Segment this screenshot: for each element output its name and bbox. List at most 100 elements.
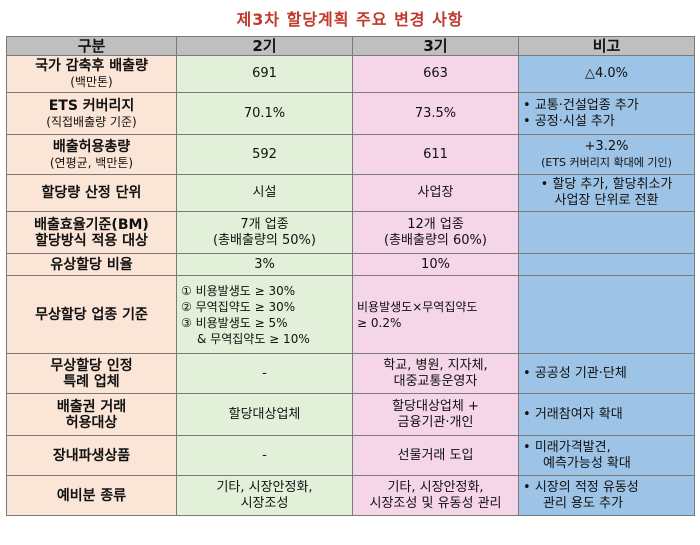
phase3-value: 학교, 병원, 지자체, 대중교통운영자 [352, 353, 519, 394]
category-title: 할당방식 적용 대상 [35, 232, 148, 249]
value-line: 학교, 병원, 지자체, [383, 357, 488, 373]
value-line: ≥ 0.2% [357, 315, 402, 330]
phase2-value: 70.1% [176, 92, 353, 135]
phase2-value: 7개 업종 (총배출량의 50%) [176, 211, 353, 254]
remark-bullet: 공공성 기관·단체 [523, 366, 690, 382]
category-title: 배출권 거래 [56, 398, 127, 415]
header-remarks: 비고 [518, 36, 695, 56]
value-line: (총배출량의 50%) [213, 232, 316, 248]
remark: 시장의 적정 유동성 관리 용도 추가 [518, 475, 695, 516]
remark: 거래참여자 확대 [518, 393, 695, 436]
value-line: 3% [254, 256, 275, 272]
phase2-value: 시설 [176, 174, 353, 212]
value-line: 금융기관·개인 [397, 414, 474, 430]
phase2-value: ① 비용발생도 ≥ 30% ② 무역집약도 ≥ 30% ③ 비용발생도 ≥ 5%… [176, 275, 353, 354]
table-row: 국가 감축후 배출량 (백만톤) 691 663 △4.0% [6, 55, 695, 93]
remark: 할당 추가, 할당취소가 사업장 단위로 전환 [518, 174, 695, 212]
table-row: 예비분 종류 기타, 시장안정화, 시장조성 기타, 시장안정화, 시장조성 및… [6, 475, 695, 516]
phase2-value: - [176, 435, 353, 476]
remark-line: △4.0% [584, 66, 629, 81]
row-category: 예비분 종류 [6, 475, 177, 516]
row-category: ETS 커버리지 (직접배출량 기준) [6, 92, 177, 135]
value-line: 10% [421, 256, 450, 272]
category-title: 할당량 산정 단위 [41, 185, 142, 201]
header-phase3: 3기 [352, 36, 519, 56]
value-line: - [262, 447, 267, 463]
value-line: 73.5% [414, 105, 457, 121]
comparison-table: 구분 2기 3기 비고 국가 감축후 배출량 (백만톤) 691 663 △4.… [6, 36, 695, 516]
category-title: ETS 커버리지 [48, 97, 135, 114]
value-line: 7개 업종 [240, 216, 289, 232]
value-line: ② 무역집약도 ≥ 30% [181, 299, 296, 314]
row-category: 배출허용총량 (연평균, 백만톤) [6, 134, 177, 175]
value-line: 비용발생도×무역집약도 [357, 299, 478, 314]
table-header-row: 구분 2기 3기 비고 [6, 36, 695, 56]
category-title: 예비분 종류 [56, 487, 127, 504]
row-category: 유상할당 비율 [6, 253, 177, 276]
value-line: 시장조성 및 유동성 관리 [369, 495, 502, 511]
remark-bullet: 교통·건설업종 추가 [523, 98, 690, 114]
value-line: 선물거래 도입 [397, 447, 474, 463]
category-title: 허용대상 [65, 414, 118, 431]
remark: 공공성 기관·단체 [518, 353, 695, 394]
phase2-value: 할당대상업체 [176, 393, 353, 436]
remark-bullet: 미래가격발견, [523, 440, 690, 456]
category-title: 특례 업체 [63, 373, 120, 390]
value-line: 592 [252, 146, 277, 162]
row-category: 배출효율기준(BM) 할당방식 적용 대상 [6, 211, 177, 254]
value-line: 할당대상업체 + [392, 398, 479, 414]
phase3-value: 할당대상업체 + 금융기관·개인 [352, 393, 519, 436]
remark [518, 253, 695, 276]
remark: 미래가격발견, 예측가능성 확대 [518, 435, 695, 476]
value-line: - [262, 365, 267, 381]
row-category: 무상할당 인정 특례 업체 [6, 353, 177, 394]
row-category: 배출권 거래 허용대상 [6, 393, 177, 436]
table-row: 배출허용총량 (연평균, 백만톤) 592 611 +3.2% (ETS 커버리… [6, 134, 695, 175]
value-line: 시장조성 [240, 495, 289, 511]
phase3-value: 비용발생도×무역집약도 ≥ 0.2% [352, 275, 519, 354]
category-title: 무상할당 업종 기준 [35, 306, 148, 323]
value-line: 663 [423, 66, 448, 81]
value-line: 기타, 시장안정화, [387, 479, 484, 495]
phase2-value: 592 [176, 134, 353, 175]
phase3-value: 10% [352, 253, 519, 276]
remark: △4.0% [518, 55, 695, 93]
table-row: ETS 커버리지 (직접배출량 기준) 70.1% 73.5% 교통·건설업종 … [6, 92, 695, 135]
category-title: 배출효율기준(BM) [34, 216, 149, 233]
category-unit: (연평균, 백만톤) [49, 155, 134, 170]
table-row: 장내파생상품 - 선물거래 도입 미래가격발견, 예측가능성 확대 [6, 435, 695, 476]
category-title: 장내파생상품 [52, 447, 131, 464]
remark-bullet: 할당 추가, 할당취소가 [523, 177, 690, 193]
remark: 교통·건설업종 추가 공정·시설 추가 [518, 92, 695, 135]
remark [518, 211, 695, 254]
value-line: 70.1% [243, 105, 286, 121]
remark-line: 예측가능성 확대 [543, 455, 631, 471]
phase3-value: 73.5% [352, 92, 519, 135]
value-line: (총배출량의 60%) [384, 232, 487, 248]
row-category: 무상할당 업종 기준 [6, 275, 177, 354]
table-row: 무상할당 인정 특례 업체 - 학교, 병원, 지자체, 대중교통운영자 공공성… [6, 353, 695, 394]
category-title: 배출허용총량 [52, 138, 131, 155]
value-line: 691 [252, 66, 277, 81]
remark-bullet: 공정·시설 추가 [523, 114, 690, 130]
table-row: 배출권 거래 허용대상 할당대상업체 할당대상업체 + 금융기관·개인 거래참여… [6, 393, 695, 436]
remark: +3.2% (ETS 커버리지 확대에 기인) [518, 134, 695, 175]
value-line: 기타, 시장안정화, [216, 479, 313, 495]
table-row: 할당량 산정 단위 시설 사업장 할당 추가, 할당취소가 사업장 단위로 전환 [6, 174, 695, 212]
remark-line: +3.2% [584, 138, 629, 154]
row-category: 국가 감축후 배출량 (백만톤) [6, 55, 177, 93]
remark-line: 사업장 단위로 전환 [554, 193, 659, 208]
phase3-value: 12개 업종 (총배출량의 60%) [352, 211, 519, 254]
row-category: 장내파생상품 [6, 435, 177, 476]
remark [518, 275, 695, 354]
category-title: 유상할당 비율 [50, 256, 133, 273]
value-line: ① 비용발생도 ≥ 30% [181, 283, 296, 298]
header-category: 구분 [6, 36, 177, 56]
value-line: 사업장 [417, 185, 454, 200]
remark-bullet: 시장의 적정 유동성 [523, 480, 690, 496]
phase2-value: 3% [176, 253, 353, 276]
phase3-value: 선물거래 도입 [352, 435, 519, 476]
table-row: 배출효율기준(BM) 할당방식 적용 대상 7개 업종 (총배출량의 50%) … [6, 211, 695, 254]
phase3-value: 사업장 [352, 174, 519, 212]
category-unit: (백만톤) [70, 75, 113, 89]
